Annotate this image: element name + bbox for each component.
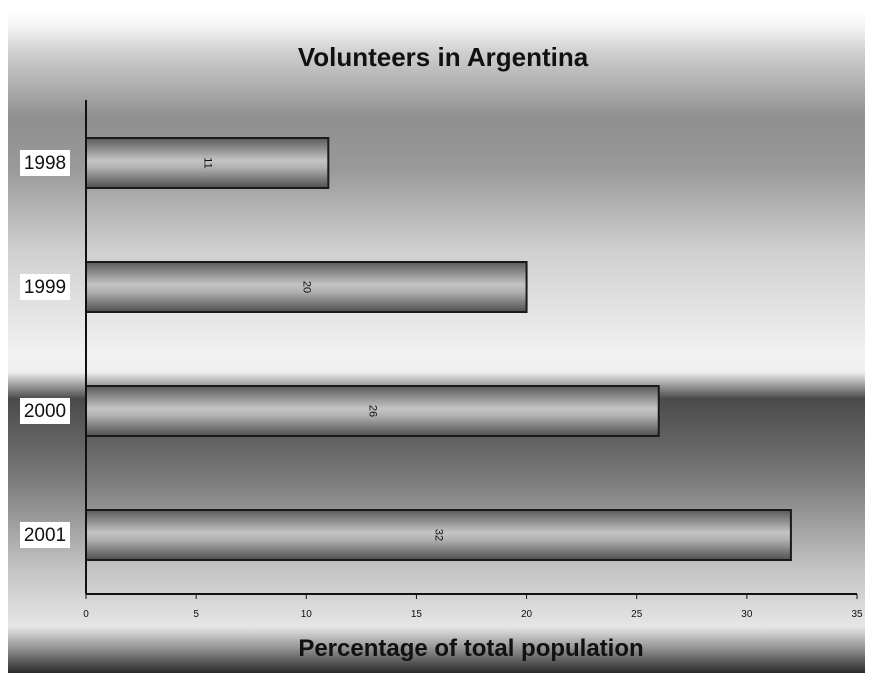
chart-title: Volunteers in Argentina (298, 42, 589, 72)
bar-1999 (85, 261, 528, 313)
bar-value-label: 11 (201, 157, 213, 168)
category-label-box (20, 150, 70, 176)
category-label-1998: 1998 (24, 153, 66, 174)
category-label-1999: 1999 (24, 277, 66, 298)
x-axis-ticks: 0 5 10 15 20 25 30 35 (83, 594, 863, 620)
x-tick-label: 20 (521, 609, 533, 620)
category-label-box (20, 274, 70, 300)
category-labels: 1998 1999 2000 2001 (20, 150, 70, 548)
category-label-box (20, 522, 70, 548)
x-tick-label: 15 (411, 609, 423, 620)
x-tick-label: 5 (193, 609, 199, 620)
x-tick-label: 0 (83, 609, 89, 620)
x-tick-label: 30 (741, 609, 753, 620)
bar-value-label: 26 (366, 405, 378, 417)
x-tick-label: 25 (631, 609, 643, 620)
bar-value-label: 32 (433, 529, 445, 541)
x-axis-label: Percentage of total population (298, 635, 643, 662)
x-tick-label: 10 (301, 609, 313, 620)
category-label-box (20, 398, 70, 424)
category-label-2001: 2001 (24, 525, 66, 546)
bar-2001 (85, 509, 792, 561)
bar-value-label: 20 (300, 281, 312, 293)
x-tick-label: 35 (851, 609, 863, 620)
chart-background (8, 12, 865, 673)
category-label-2000: 2000 (24, 401, 66, 422)
